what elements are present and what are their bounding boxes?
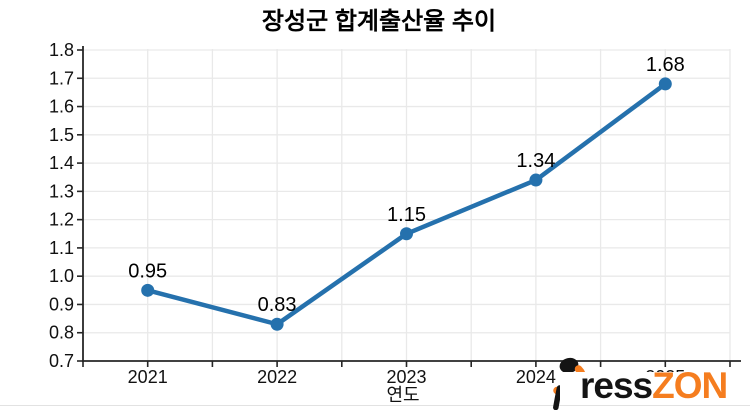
logo-mark-head bbox=[559, 357, 579, 374]
data-point-marker bbox=[658, 77, 672, 91]
bottom-edge-strip bbox=[0, 405, 750, 410]
presszon-watermark: ressZON bbox=[560, 367, 728, 405]
y-tick-label: 1.1 bbox=[49, 238, 74, 258]
data-point-label: 1.68 bbox=[646, 54, 685, 76]
data-point-label: 0.83 bbox=[258, 294, 297, 316]
y-tick-label: 0.8 bbox=[49, 323, 74, 343]
y-tick-label: 1.8 bbox=[49, 40, 74, 60]
y-tick-label: 1.3 bbox=[49, 181, 74, 201]
x-axis-label: 연도 bbox=[386, 385, 419, 405]
x-tick-label: 2021 bbox=[128, 367, 168, 387]
x-tick-label: 2022 bbox=[257, 367, 297, 387]
data-point-label: 1.15 bbox=[387, 204, 426, 226]
y-tick-label: 1.7 bbox=[49, 68, 74, 88]
data-point-label: 1.34 bbox=[516, 150, 555, 172]
data-point-label: 0.95 bbox=[128, 260, 167, 282]
y-tick-label: 0.9 bbox=[49, 294, 74, 314]
x-tick-label: 2024 bbox=[516, 367, 556, 387]
y-tick-label: 1.6 bbox=[49, 97, 74, 117]
y-tick-label: 1.5 bbox=[49, 125, 74, 145]
x-tick-label: 2023 bbox=[386, 367, 426, 387]
presszon-logo-text: ressZON bbox=[580, 365, 728, 406]
y-tick-label: 0.7 bbox=[49, 351, 74, 371]
data-point-marker bbox=[270, 317, 284, 331]
chart-title: 장성군 합계출산율 추이 bbox=[262, 8, 496, 35]
logo-mark-stem bbox=[553, 385, 563, 410]
presszon-logo-text-press: ress bbox=[580, 365, 653, 406]
y-tick-label: 1.2 bbox=[49, 210, 74, 230]
data-point-marker bbox=[141, 283, 155, 297]
presszon-logo-text-zon: ZON bbox=[652, 365, 728, 406]
y-tick-label: 1.4 bbox=[49, 153, 74, 173]
data-point-marker bbox=[400, 227, 413, 241]
data-point-marker bbox=[529, 173, 543, 187]
y-tick-label: 1.0 bbox=[49, 266, 74, 286]
